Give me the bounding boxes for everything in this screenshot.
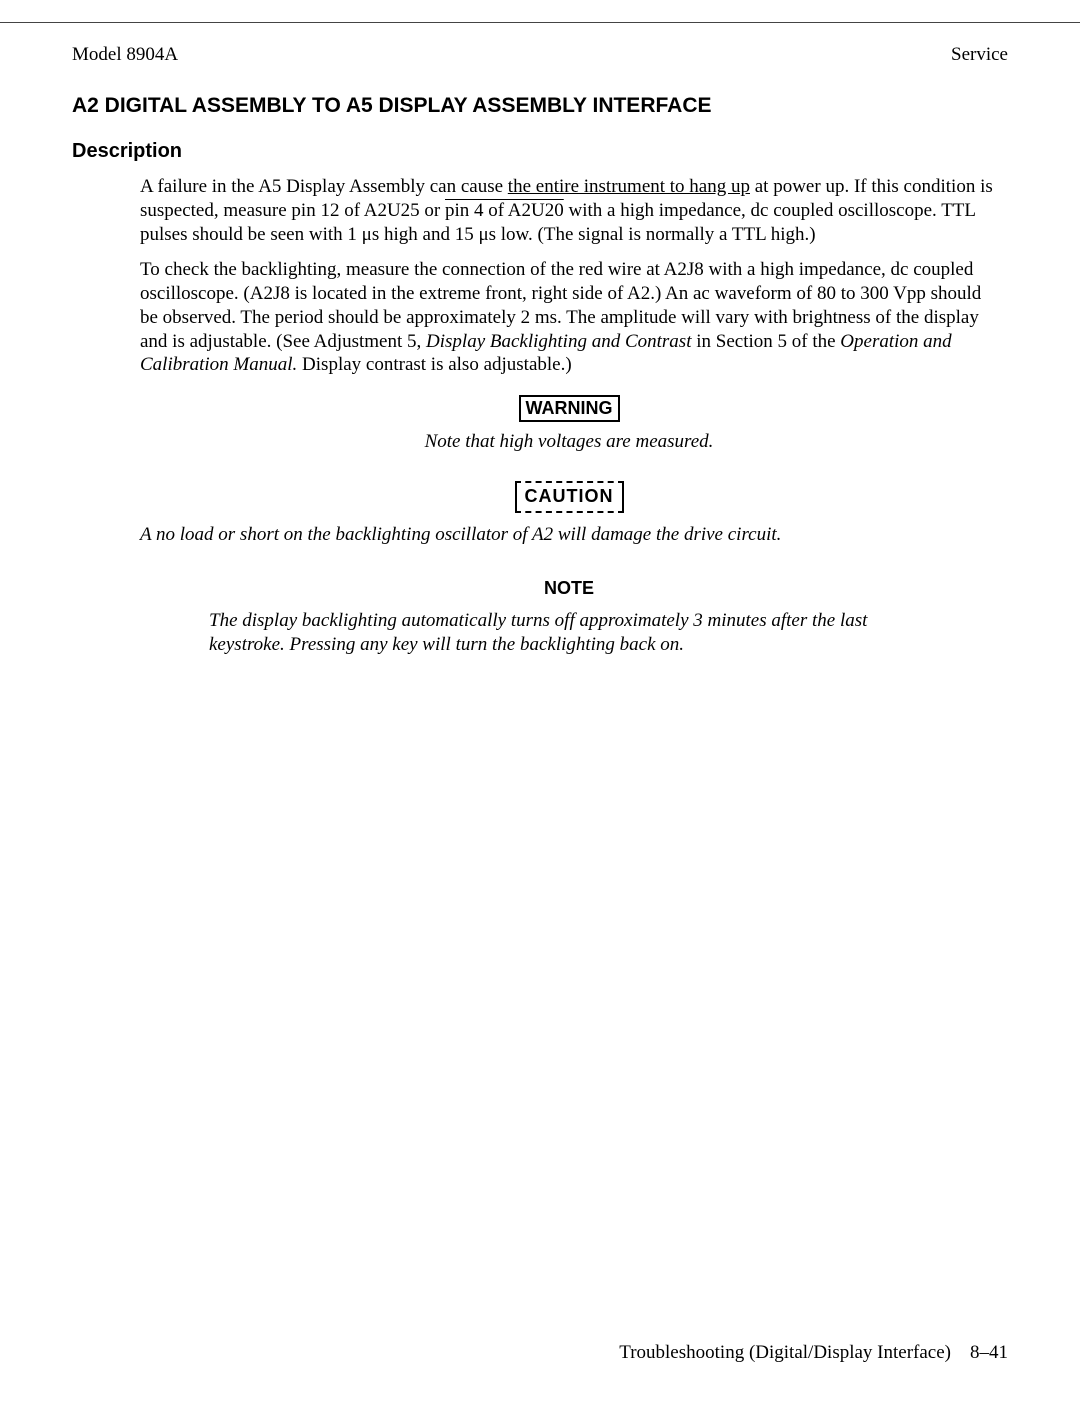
body-block: A failure in the A5 Display Assembly can…	[140, 175, 998, 657]
footer-text: Troubleshooting (Digital/Display Interfa…	[619, 1342, 951, 1363]
caution-text: A no load or short on the backlighting o…	[140, 523, 890, 547]
p1-text-a: A failure in the A5 Display Assembly can…	[140, 176, 508, 197]
p2-text-b: in Section 5 of the	[691, 331, 840, 352]
section-title: A2 DIGITAL ASSEMBLY TO A5 DISPLAY ASSEMB…	[72, 94, 1008, 118]
note-label: NOTE	[140, 578, 998, 599]
page-container: Model 8904A Service A2 DIGITAL ASSEMBLY …	[0, 0, 1080, 1408]
header-row: Model 8904A Service	[72, 44, 1008, 66]
subsection-title: Description	[72, 140, 1008, 163]
footer: Troubleshooting (Digital/Display Interfa…	[619, 1342, 1008, 1364]
header-section: Service	[951, 44, 1008, 66]
header-model: Model 8904A	[72, 44, 178, 66]
caution-label-box: CAUTION	[515, 481, 624, 512]
warning-label-box: WARNING	[519, 395, 620, 422]
paragraph-1: A failure in the A5 Display Assembly can…	[140, 175, 998, 246]
caution-wrapper: CAUTION	[140, 453, 998, 512]
note-text: The display backlighting automatically t…	[209, 609, 929, 657]
p2-italic-1: Display Backlighting and Contrast	[426, 331, 691, 352]
footer-page: 8–41	[970, 1342, 1008, 1363]
paragraph-2: To check the backlighting, measure the c…	[140, 258, 998, 377]
p1-overline: pin 4 of A2U20	[445, 200, 564, 221]
p1-underline: the entire instrument to hang up	[508, 176, 750, 197]
warning-wrapper: WARNING Note that high voltages are meas…	[140, 377, 998, 453]
warning-text: Note that high voltages are measured.	[140, 430, 998, 454]
p2-text-c: Display contrast is also adjustable.)	[297, 354, 571, 375]
